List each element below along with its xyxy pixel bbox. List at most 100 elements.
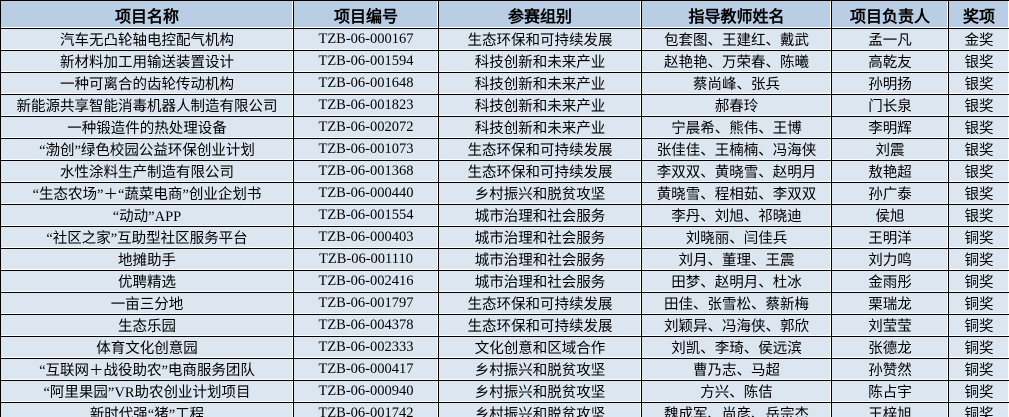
project-name-cell[interactable]: “阿里果园”VR助农创业计划项目 — [1, 381, 294, 403]
category-cell[interactable]: 乡村振兴和脱贫攻坚 — [439, 403, 642, 417]
award-cell[interactable]: 铜奖 — [949, 359, 1009, 381]
project-name-cell[interactable]: “互联网＋战役助农”电商服务团队 — [1, 359, 294, 381]
award-cell[interactable]: 铜奖 — [949, 249, 1009, 271]
header-leader[interactable]: 项目负责人 — [832, 1, 949, 29]
project-name-cell[interactable]: 水性涂料生产制造有限公司 — [1, 161, 294, 183]
leader-cell[interactable]: 孙明扬 — [832, 73, 949, 95]
award-cell[interactable]: 银奖 — [949, 51, 1009, 73]
project-id-cell[interactable]: TZB-06-000940 — [294, 381, 439, 403]
category-cell[interactable]: 文化创意和区域合作 — [439, 337, 642, 359]
project-id-cell[interactable]: TZB-06-001073 — [294, 139, 439, 161]
advisors-cell[interactable]: 魏成军、尚彦、岳宗杰 — [642, 403, 832, 417]
category-cell[interactable]: 生态环保和可持续发展 — [439, 29, 642, 51]
advisors-cell[interactable]: 赵艳艳、万荣春、陈曦 — [642, 51, 832, 73]
category-cell[interactable]: 乡村振兴和脱贫攻坚 — [439, 359, 642, 381]
project-name-cell[interactable]: “生态农场”＋“蔬菜电商”创业企划书 — [1, 183, 294, 205]
project-id-cell[interactable]: TZB-06-001648 — [294, 73, 439, 95]
project-id-cell[interactable]: TZB-06-002333 — [294, 337, 439, 359]
project-id-cell[interactable]: TZB-06-001823 — [294, 95, 439, 117]
project-id-cell[interactable]: TZB-06-001742 — [294, 403, 439, 417]
project-name-cell[interactable]: 一种可离合的齿轮传动机构 — [1, 73, 294, 95]
advisors-cell[interactable]: 刘凯、李琦、侯远滨 — [642, 337, 832, 359]
category-cell[interactable]: 生态环保和可持续发展 — [439, 139, 642, 161]
project-id-cell[interactable]: TZB-06-002416 — [294, 271, 439, 293]
leader-cell[interactable]: 孟一凡 — [832, 29, 949, 51]
advisors-cell[interactable]: 方兴、陈佶 — [642, 381, 832, 403]
advisors-cell[interactable]: 刘月、董理、王震 — [642, 249, 832, 271]
project-name-cell[interactable]: 地摊助手 — [1, 249, 294, 271]
leader-cell[interactable]: 王梓旭 — [832, 403, 949, 417]
leader-cell[interactable]: 李明辉 — [832, 117, 949, 139]
award-cell[interactable]: 银奖 — [949, 139, 1009, 161]
header-advisors[interactable]: 指导教师姓名 — [642, 1, 832, 29]
category-cell[interactable]: 生态环保和可持续发展 — [439, 315, 642, 337]
project-name-cell[interactable]: 新时代强“猪”工程 — [1, 403, 294, 417]
advisors-cell[interactable]: 张佳佳、王楠楠、冯海侠 — [642, 139, 832, 161]
project-name-cell[interactable]: 汽车无凸轮轴电控配气机构 — [1, 29, 294, 51]
leader-cell[interactable]: 侯旭 — [832, 205, 949, 227]
leader-cell[interactable]: 刘力鸣 — [832, 249, 949, 271]
award-cell[interactable]: 铜奖 — [949, 227, 1009, 249]
project-name-cell[interactable]: 生态乐园 — [1, 315, 294, 337]
category-cell[interactable]: 城市治理和社会服务 — [439, 205, 642, 227]
project-id-cell[interactable]: TZB-06-000167 — [294, 29, 439, 51]
header-award[interactable]: 奖项 — [949, 1, 1009, 29]
advisors-cell[interactable]: 曹乃志、马超 — [642, 359, 832, 381]
header-project-id[interactable]: 项目编号 — [294, 1, 439, 29]
award-cell[interactable]: 铜奖 — [949, 337, 1009, 359]
advisors-cell[interactable]: 刘颖异、冯海侠、郭欣 — [642, 315, 832, 337]
header-project-name[interactable]: 项目名称 — [1, 1, 294, 29]
project-name-cell[interactable]: 新材料加工用输送装置设计 — [1, 51, 294, 73]
project-name-cell[interactable]: 一亩三分地 — [1, 293, 294, 315]
leader-cell[interactable]: 孙广泰 — [832, 183, 949, 205]
project-name-cell[interactable]: 体育文化创意园 — [1, 337, 294, 359]
advisors-cell[interactable]: 蔡尚峰、张兵 — [642, 73, 832, 95]
award-cell[interactable]: 银奖 — [949, 161, 1009, 183]
advisors-cell[interactable]: 田佳、张雪松、蔡新梅 — [642, 293, 832, 315]
award-cell[interactable]: 铜奖 — [949, 293, 1009, 315]
advisors-cell[interactable]: 李丹、刘旭、祁晓迪 — [642, 205, 832, 227]
project-name-cell[interactable]: “动动”APP — [1, 205, 294, 227]
advisors-cell[interactable]: 李双双、黄晓雪、赵明月 — [642, 161, 832, 183]
award-cell[interactable]: 银奖 — [949, 73, 1009, 95]
leader-cell[interactable]: 高乾友 — [832, 51, 949, 73]
leader-cell[interactable]: 王明洋 — [832, 227, 949, 249]
leader-cell[interactable]: 刘震 — [832, 139, 949, 161]
project-id-cell[interactable]: TZB-06-000403 — [294, 227, 439, 249]
project-name-cell[interactable]: 一种锻造件的热处理设备 — [1, 117, 294, 139]
advisors-cell[interactable]: 田梦、赵明月、杜冰 — [642, 271, 832, 293]
leader-cell[interactable]: 张德龙 — [832, 337, 949, 359]
project-id-cell[interactable]: TZB-06-001594 — [294, 51, 439, 73]
project-id-cell[interactable]: TZB-06-000440 — [294, 183, 439, 205]
project-id-cell[interactable]: TZB-06-001797 — [294, 293, 439, 315]
project-name-cell[interactable]: “渤创”绿色校园公益环保创业计划 — [1, 139, 294, 161]
award-cell[interactable]: 铜奖 — [949, 381, 1009, 403]
project-name-cell[interactable]: 新能源共享智能消毒机器人制造有限公司 — [1, 95, 294, 117]
project-id-cell[interactable]: TZB-06-001110 — [294, 249, 439, 271]
category-cell[interactable]: 科技创新和未来产业 — [439, 73, 642, 95]
project-id-cell[interactable]: TZB-06-001368 — [294, 161, 439, 183]
leader-cell[interactable]: 孙赞然 — [832, 359, 949, 381]
leader-cell[interactable]: 门长泉 — [832, 95, 949, 117]
project-id-cell[interactable]: TZB-06-002072 — [294, 117, 439, 139]
project-name-cell[interactable]: “社区之家”互助型社区服务平台 — [1, 227, 294, 249]
award-cell[interactable]: 铜奖 — [949, 403, 1009, 417]
category-cell[interactable]: 科技创新和未来产业 — [439, 117, 642, 139]
category-cell[interactable]: 科技创新和未来产业 — [439, 95, 642, 117]
project-id-cell[interactable]: TZB-06-001554 — [294, 205, 439, 227]
leader-cell[interactable]: 刘莹莹 — [832, 315, 949, 337]
category-cell[interactable]: 乡村振兴和脱贫攻坚 — [439, 381, 642, 403]
award-cell[interactable]: 铜奖 — [949, 315, 1009, 337]
leader-cell[interactable]: 栗瑞龙 — [832, 293, 949, 315]
advisors-cell[interactable]: 宁晨希、熊伟、王博 — [642, 117, 832, 139]
advisors-cell[interactable]: 黄晓雪、程相茹、李双双 — [642, 183, 832, 205]
leader-cell[interactable]: 敖艳超 — [832, 161, 949, 183]
advisors-cell[interactable]: 包套图、王建红、戴武 — [642, 29, 832, 51]
category-cell[interactable]: 城市治理和社会服务 — [439, 271, 642, 293]
leader-cell[interactable]: 陈占宇 — [832, 381, 949, 403]
category-cell[interactable]: 城市治理和社会服务 — [439, 249, 642, 271]
award-cell[interactable]: 银奖 — [949, 95, 1009, 117]
category-cell[interactable]: 乡村振兴和脱贫攻坚 — [439, 183, 642, 205]
project-id-cell[interactable]: TZB-06-000417 — [294, 359, 439, 381]
award-cell[interactable]: 银奖 — [949, 205, 1009, 227]
